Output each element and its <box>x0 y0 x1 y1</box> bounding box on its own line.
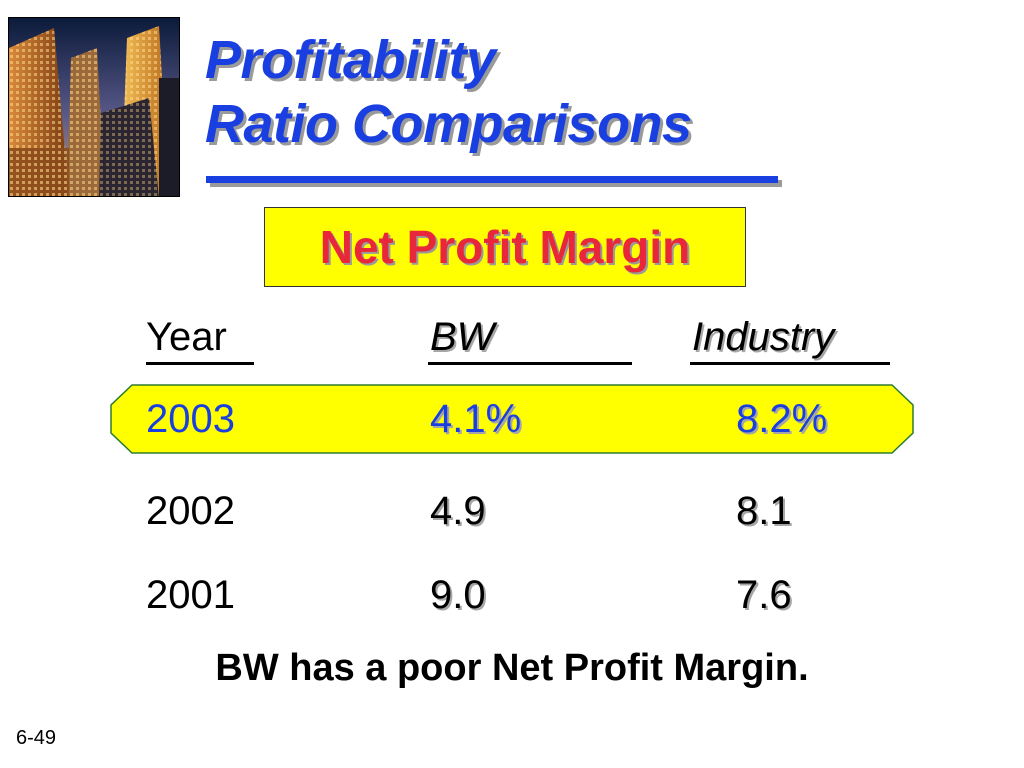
header-year-underline <box>146 362 254 365</box>
conclusion-text: BW has a poor Net Profit Margin. <box>215 647 809 689</box>
slide-title-line2: Ratio Comparisons <box>205 94 692 154</box>
net-profit-margin-label: Net Profit Margin <box>319 221 691 273</box>
header-industry: Industry <box>692 315 835 359</box>
row-2003-year: 2003 <box>146 397 235 441</box>
header-industry-underline <box>690 362 890 365</box>
row-2003-industry: 8.2% <box>736 397 828 441</box>
row-2001-bw: 9.0 <box>430 573 486 617</box>
row-2001-year: 2001 <box>146 573 235 617</box>
row-2002-industry: 8.1 <box>736 489 792 533</box>
slide-title-line1: Profitability <box>205 30 496 90</box>
header-bw: BW <box>430 315 495 359</box>
row-2002-bw: 4.9 <box>430 489 486 533</box>
row-2003-bw: 4.1% <box>430 397 522 441</box>
highlight-row-background <box>110 384 914 454</box>
row-2002-year: 2002 <box>146 489 235 533</box>
slide-number: 6-49 <box>16 727 57 749</box>
title-underline <box>206 176 778 183</box>
row-2001-industry: 7.6 <box>736 573 792 617</box>
slide-title: Profitability Ratio Comparisons <box>205 28 692 156</box>
header-bw-underline <box>428 362 632 365</box>
header-year: Year <box>146 315 227 359</box>
net-profit-margin-label-box: Net Profit Margin <box>264 207 746 287</box>
skyscrapers-photo <box>8 17 180 197</box>
